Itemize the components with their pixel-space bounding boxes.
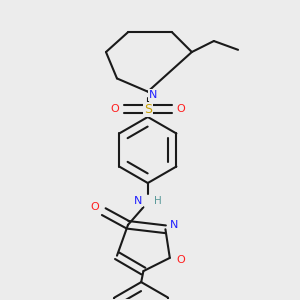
Text: O: O — [110, 104, 119, 114]
Text: N: N — [134, 196, 142, 206]
Text: O: O — [176, 104, 185, 114]
Text: H: H — [154, 196, 162, 206]
Text: N: N — [149, 90, 158, 100]
Text: N: N — [170, 220, 178, 230]
Text: O: O — [91, 202, 99, 212]
Text: S: S — [144, 103, 152, 116]
Text: O: O — [176, 255, 185, 265]
